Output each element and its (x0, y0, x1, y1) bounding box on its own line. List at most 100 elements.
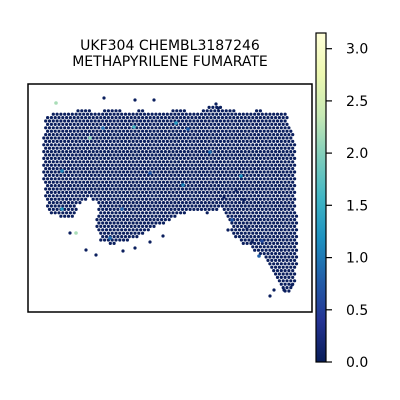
scatter-point (142, 214, 147, 218)
scatter-point (274, 231, 278, 235)
scatter-point (99, 156, 103, 160)
scatter-point (228, 129, 232, 133)
scatter-point (152, 163, 156, 167)
scatter-point (245, 133, 249, 137)
scatter-point (49, 163, 54, 167)
scatter-point (262, 136, 266, 140)
scatter-point (253, 180, 257, 184)
scatter-point (199, 173, 204, 177)
scatter-point (125, 143, 129, 147)
scatter-point (272, 221, 276, 225)
scatter-points (42, 96, 299, 298)
scatter-point (213, 129, 217, 133)
scatter-point (125, 204, 129, 208)
scatter-point (262, 204, 266, 208)
scatter-point (268, 119, 272, 123)
scatter-point (285, 122, 289, 126)
scatter-point (260, 119, 264, 123)
scatter-point (171, 109, 175, 113)
scatter-point (190, 177, 194, 181)
scatter-point (281, 231, 285, 235)
scatter-point (249, 235, 253, 239)
scatter-point (294, 248, 299, 252)
scatter-point (137, 190, 141, 194)
scatter-point (148, 184, 152, 188)
scatter-point (268, 167, 272, 171)
scatter-point (256, 167, 261, 171)
scatter-point (137, 204, 141, 208)
scatter-point (142, 228, 147, 232)
scatter-point (255, 177, 259, 181)
scatter-point (127, 160, 131, 164)
scatter-point (237, 167, 242, 171)
scatter-point (186, 122, 190, 126)
scatter-point (274, 170, 278, 174)
scatter-point (262, 163, 266, 167)
scatter-point (283, 139, 287, 143)
scatter-point (120, 126, 124, 130)
scatter-point (237, 139, 242, 143)
scatter-point (95, 116, 99, 120)
scatter-point (61, 184, 65, 188)
scatter-point (268, 153, 272, 157)
scatter-point (289, 190, 293, 194)
scatter-point (150, 153, 154, 157)
scatter-point (82, 160, 86, 164)
scatter-point (236, 218, 240, 222)
scatter-point (186, 190, 190, 194)
scatter-point (135, 214, 139, 218)
scatter-point (256, 153, 261, 157)
scatter-point (258, 211, 262, 215)
scatter-point (192, 126, 196, 130)
scatter-point (173, 126, 177, 130)
scatter-point (291, 133, 295, 137)
scatter-point (137, 136, 141, 140)
scatter-point (87, 129, 91, 133)
scatter-point (123, 187, 128, 191)
scatter-point (224, 143, 228, 147)
scatter-point (158, 201, 162, 205)
scatter-point (76, 109, 80, 113)
scatter-point (72, 129, 76, 133)
scatter-point (142, 139, 147, 143)
scatter-point (51, 119, 55, 123)
scatter-point (179, 170, 183, 174)
scatter-point (70, 133, 74, 137)
scatter-point (74, 133, 78, 137)
scatter-point (287, 160, 291, 164)
scatter-point (91, 184, 95, 188)
scatter-point (160, 163, 164, 167)
scatter-point (272, 207, 276, 211)
scatter-point (66, 207, 71, 211)
scatter-point (249, 126, 253, 130)
scatter-point (192, 112, 196, 116)
scatter-point (161, 126, 166, 130)
scatter-point (289, 163, 293, 167)
scatter-point (135, 119, 139, 123)
scatter-point (114, 184, 118, 188)
scatter-point (104, 119, 109, 123)
scatter-point (156, 190, 160, 194)
scatter-point (120, 173, 124, 177)
scatter-point (277, 190, 281, 194)
scatter-point (228, 163, 232, 167)
scatter-point (47, 160, 52, 164)
scatter-point (260, 207, 264, 211)
scatter-point (239, 231, 243, 235)
scatter-point (218, 119, 223, 123)
scatter-point (127, 133, 131, 137)
scatter-point (255, 204, 259, 208)
scatter-point (114, 190, 118, 194)
scatter-point (74, 126, 78, 130)
scatter-point (222, 153, 226, 157)
scatter-point (104, 167, 109, 171)
scatter-point (222, 180, 226, 184)
scatter-point (277, 245, 281, 249)
scatter-point (135, 207, 139, 211)
scatter-point (213, 136, 217, 140)
scatter-point (268, 194, 272, 198)
scatter-point (63, 126, 67, 130)
scatter-point (277, 218, 281, 222)
scatter-point (232, 156, 236, 160)
scatter-point (91, 177, 95, 181)
